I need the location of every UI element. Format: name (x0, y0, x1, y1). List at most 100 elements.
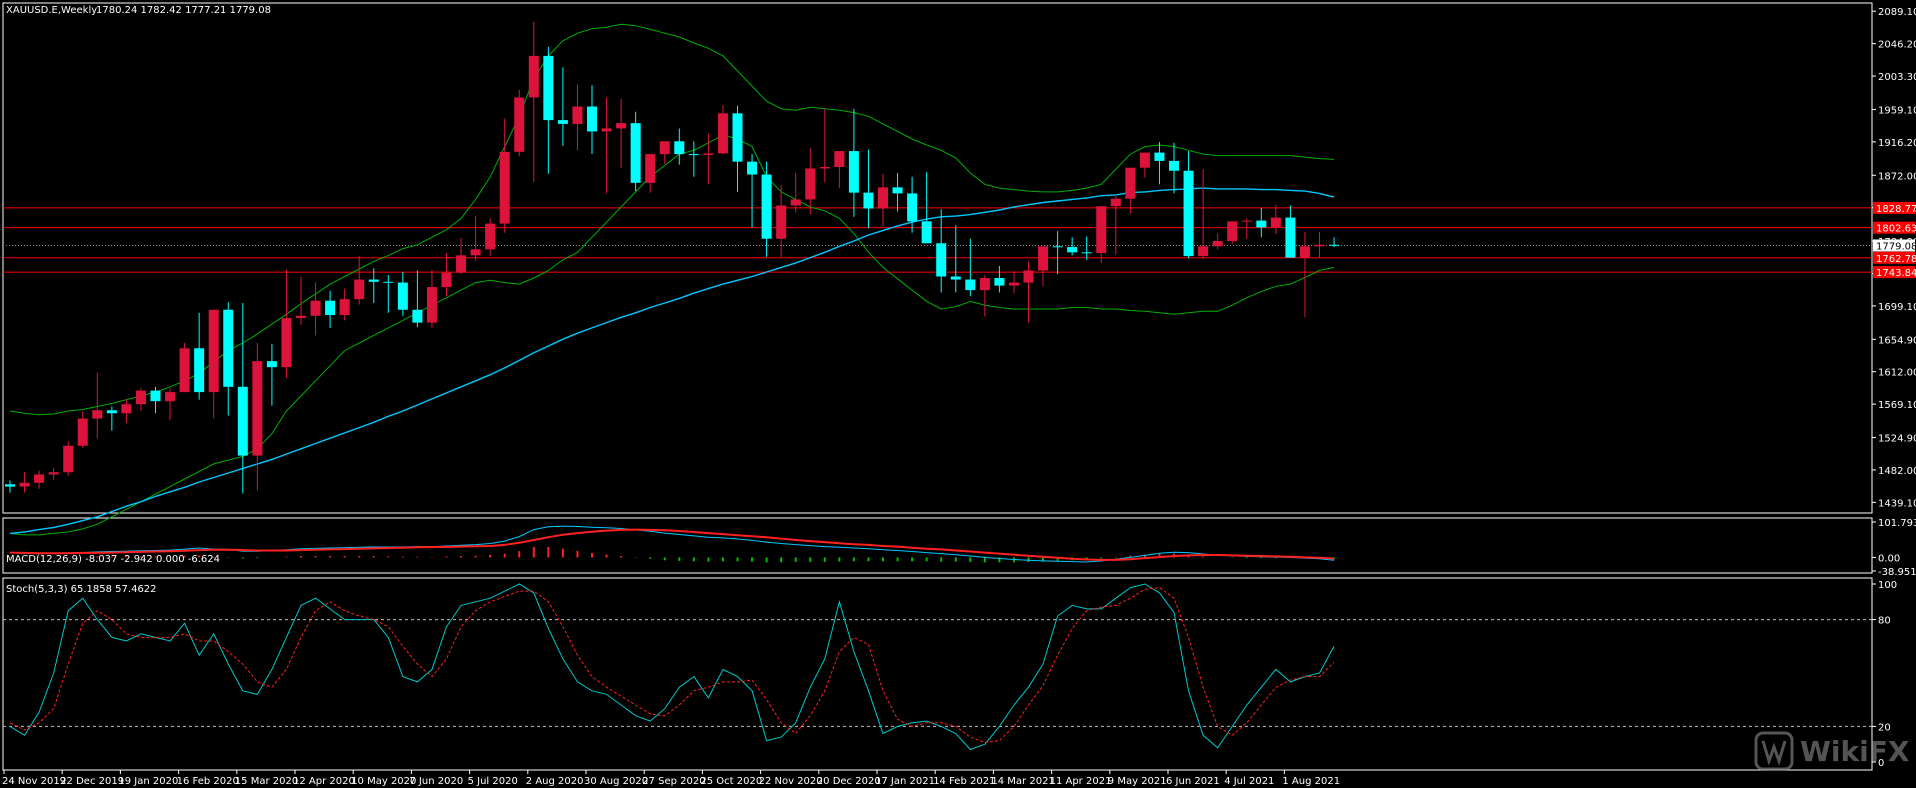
candle-body (19, 482, 30, 487)
candle-body (1154, 152, 1165, 161)
candle-body (5, 484, 15, 487)
time-tick-label: 9 May 2021 (1108, 776, 1167, 787)
candle-body (703, 153, 714, 155)
candle-body (674, 141, 685, 155)
candle-body (1110, 198, 1121, 207)
macd-histogram (9, 546, 1336, 563)
time-tick-label: 17 Jan 2021 (875, 776, 935, 787)
candle-body (1198, 246, 1209, 257)
current-price-label: 1779.08 (1876, 241, 1916, 252)
stochastic-tick-label: 0 (1878, 758, 1884, 769)
candle (106, 406, 117, 431)
macd-panel[interactable]: 101.793 0.00 -38.951 MACD(12,26,9) -8.037 … (6, 518, 1916, 578)
time-tick-label: 10 May 2020 (351, 776, 416, 787)
candle-body (979, 278, 990, 291)
candle (412, 270, 423, 328)
level-tag (1873, 266, 1915, 279)
time-tick-label: 16 Feb 2020 (177, 776, 239, 787)
candle-body (1096, 206, 1107, 254)
candle (601, 97, 612, 194)
candle (557, 67, 568, 146)
candle-body (1241, 220, 1252, 222)
candle (1081, 236, 1092, 260)
time-tick-label: 22 Dec 2019 (60, 776, 124, 787)
price-tick-label: 1569.10 (1878, 400, 1916, 411)
candle-body (878, 187, 888, 209)
candle (1052, 231, 1063, 275)
candle (819, 108, 830, 183)
level-tag-label: 1762.78 (1876, 254, 1916, 265)
candle-body (572, 106, 583, 124)
time-tick-label: 1 Aug 2021 (1282, 776, 1340, 787)
stochastic-main-line (9, 583, 1335, 751)
candle-body (950, 276, 961, 280)
time-tick-label: 15 Mar 2020 (235, 776, 298, 787)
candle-body (747, 161, 758, 175)
candle-body (456, 255, 467, 273)
candle (77, 411, 88, 449)
candle (135, 388, 146, 411)
candle-body (1299, 246, 1310, 258)
candle-body (936, 243, 947, 277)
candle (587, 85, 597, 155)
panel-frames (2, 2, 1873, 771)
candle-body (587, 106, 597, 132)
candle (252, 343, 263, 491)
candle (426, 269, 437, 328)
candle (703, 133, 714, 185)
price-tick-label: 1524.90 (1878, 434, 1916, 445)
candle-body (1038, 246, 1049, 271)
candle (732, 105, 743, 192)
candle (776, 185, 787, 257)
level-tag-label: 1743.84 (1876, 268, 1916, 279)
stochastic-lines (9, 583, 1335, 751)
candle-body (1139, 152, 1150, 168)
candle-body (485, 223, 496, 250)
candle-body (1008, 282, 1019, 286)
stochastic-panel[interactable]: 100 80 20 0 Stoch(5,3,3) 65.1858 57.4622 (3, 580, 1897, 769)
candle (528, 21, 539, 183)
level-tag (1873, 251, 1915, 264)
candle-body (135, 390, 146, 405)
candle (848, 108, 859, 217)
macd-lines (9, 525, 1335, 563)
candle (121, 399, 132, 424)
candle (354, 256, 365, 305)
candle (1023, 261, 1034, 323)
candle-body (354, 279, 365, 300)
level-tag-label: 1828.77 (1876, 204, 1916, 215)
candle-body (630, 123, 641, 183)
candle (834, 151, 845, 189)
time-tick-label: 20 Dec 2020 (817, 776, 881, 787)
candle-body (368, 279, 379, 282)
price-panel[interactable]: 2089.10 2046.20 2003.30 1959.10 1916.20 1872.… (3, 5, 1916, 536)
time-tick-label: 19 Jan 2020 (118, 776, 178, 787)
level-tag-label: 1802.63 (1876, 224, 1916, 235)
candle (499, 118, 510, 233)
candles (5, 21, 1340, 494)
candle-body (92, 410, 103, 419)
candle (1067, 237, 1078, 256)
time-tick-label: 7 Jun 2020 (409, 776, 463, 787)
time-tick-label: 2 Aug 2020 (526, 776, 584, 787)
indicator-overlays (9, 23, 1335, 536)
candle (470, 216, 481, 261)
candle (325, 290, 336, 328)
candle-body (397, 282, 408, 310)
stochastic-tick-label: 20 (1878, 722, 1891, 733)
candle (1285, 205, 1296, 258)
level-tag (1873, 221, 1915, 234)
candle (1270, 204, 1281, 235)
candle-body (688, 154, 699, 156)
candle (1038, 246, 1049, 287)
time-tick-label: 25 Oct 2020 (700, 776, 762, 787)
ohlc-readout: 1780.24 1782.42 1777.21 1779.08 (96, 5, 271, 16)
candle (1212, 233, 1223, 250)
macd-axis: 101.793 0.00 -38.951 (1872, 518, 1916, 578)
candle (63, 441, 74, 476)
candle (674, 128, 685, 165)
candle-body (223, 309, 234, 387)
price-tick-label: 2046.20 (1878, 40, 1916, 51)
